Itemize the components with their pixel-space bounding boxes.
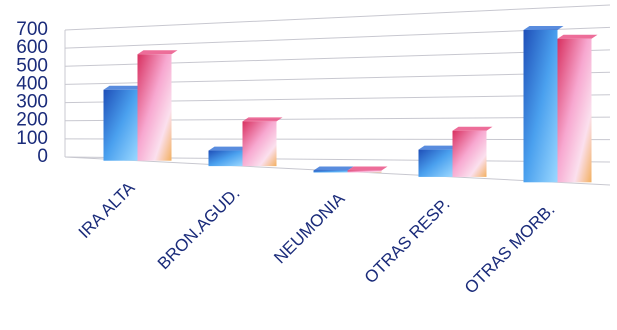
y-tick-label: 100 bbox=[16, 128, 48, 149]
bar bbox=[208, 150, 243, 167]
x-tick-label: BRON.AGUD. bbox=[154, 184, 244, 274]
x-tick-label: OTRAS RESP. bbox=[361, 194, 454, 287]
x-tick-label: OTRAS MORB. bbox=[461, 200, 559, 298]
x-tick-label: NEUMONIA bbox=[270, 189, 349, 268]
y-tick-label: 200 bbox=[16, 110, 48, 131]
bar bbox=[103, 89, 138, 161]
bar-top bbox=[137, 50, 178, 55]
bar-top bbox=[347, 166, 388, 171]
bar-top bbox=[103, 85, 144, 90]
bar bbox=[452, 130, 487, 177]
bar-top bbox=[418, 145, 459, 150]
bar bbox=[313, 170, 348, 173]
bar-top bbox=[208, 146, 249, 151]
bar bbox=[137, 54, 172, 161]
bar bbox=[347, 170, 382, 173]
bar-top bbox=[452, 126, 493, 131]
bar-top bbox=[523, 26, 564, 30]
y-tick-label: 400 bbox=[16, 73, 48, 94]
bar bbox=[242, 121, 277, 167]
bar bbox=[523, 30, 558, 183]
y-tick-label: 500 bbox=[16, 55, 48, 76]
y-tick-label: 300 bbox=[16, 92, 48, 113]
y-tick-label: 0 bbox=[37, 146, 48, 167]
bar bbox=[557, 38, 592, 183]
y-tick-label: 700 bbox=[16, 19, 48, 40]
bar bbox=[418, 149, 453, 177]
bar-top bbox=[557, 34, 598, 39]
grid-line bbox=[64, 26, 611, 49]
bar-top bbox=[313, 166, 354, 171]
grid-line bbox=[64, 4, 611, 31]
bar-top bbox=[242, 117, 283, 122]
y-tick-label: 600 bbox=[16, 37, 48, 58]
x-tick-label: IRA ALTA bbox=[75, 178, 139, 242]
